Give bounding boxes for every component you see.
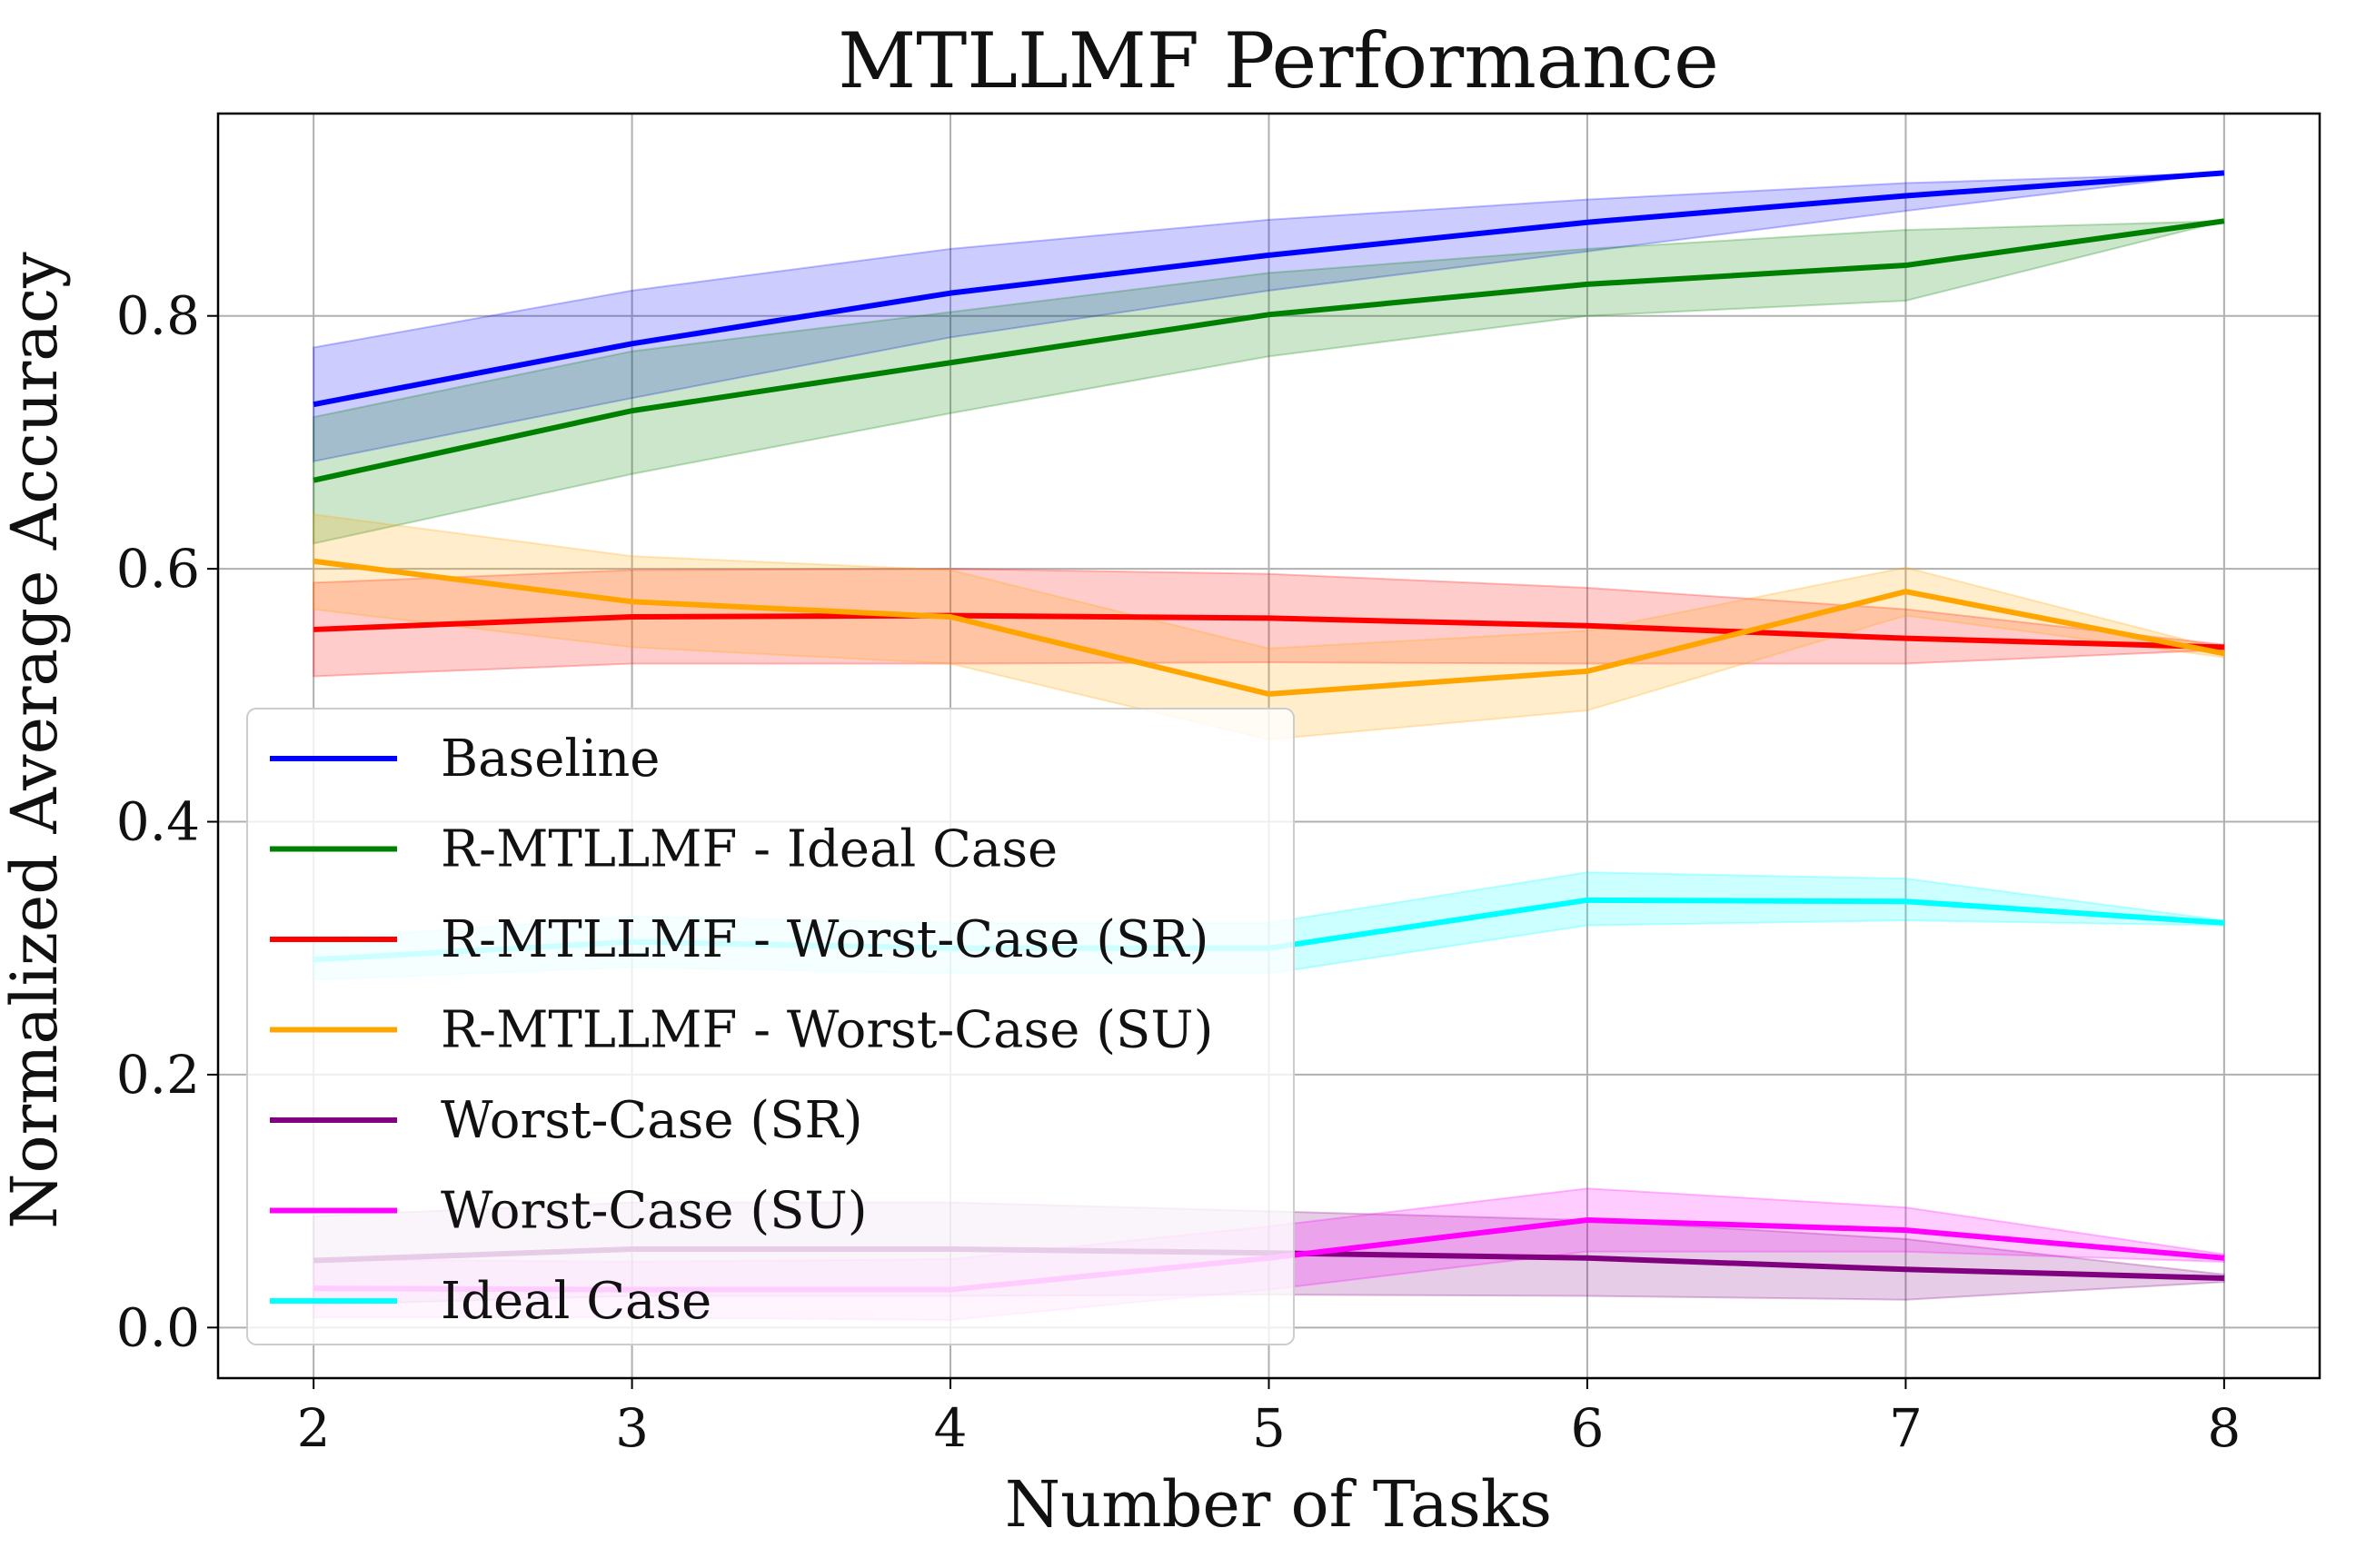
- x-tick-label: 8: [2207, 1397, 2241, 1459]
- y-tick-label: 0.2: [116, 1044, 200, 1106]
- band-baseline: [313, 172, 2224, 463]
- y-tick-label: 0.4: [116, 791, 200, 853]
- line-r-mtllmf-worst-case-su: [313, 558, 2225, 697]
- legend-label-r-mtllmf-ideal-case: R-MTLLMF - Ideal Case: [441, 820, 1058, 879]
- line-baseline: [313, 170, 2225, 408]
- legend-label-worst-case-su: Worst-Case (SU): [441, 1182, 868, 1241]
- y-tick-label: 0.6: [116, 538, 200, 600]
- chart-title: MTLLMF Performance: [838, 16, 1719, 105]
- legend-label-baseline: Baseline: [441, 729, 660, 789]
- legend-label-r-mtllmf-worst-case-sr: R-MTLLMF - Worst-Case (SR): [441, 910, 1208, 969]
- line-r-mtllmf-ideal-case: [313, 218, 2225, 483]
- x-tick-label: 6: [1571, 1397, 1605, 1459]
- line-r-mtllmf-worst-case-sr: [313, 612, 2224, 650]
- y-tick-label: 0.8: [116, 285, 200, 347]
- legend: Baseline R-MTLLMF - Ideal Case R-MTLLMF - …: [246, 708, 1295, 1345]
- band-r-mtllmf-worst-case-sr: [313, 568, 2225, 678]
- axes: 2 3 4 5 6 7 8 0.0 0.2 0.4 0.6 0.8: [116, 112, 2321, 1459]
- band-r-mtllmf-worst-case-su: [313, 513, 2225, 741]
- x-tick-label: 4: [934, 1397, 968, 1459]
- x-tick-label: 3: [615, 1397, 649, 1459]
- legend-label-ideal-case: Ideal Case: [441, 1272, 711, 1331]
- y-axis-label: Normalized Average Accuracy: [0, 252, 72, 1229]
- legend-box: [246, 708, 1295, 1345]
- plot-frame: [216, 112, 2321, 1380]
- band-r-mtllmf-ideal-case: [313, 220, 2225, 545]
- x-axis-label: Number of Tasks: [1005, 1467, 1552, 1542]
- legend-label-r-mtllmf-worst-case-su: R-MTLLMF - Worst-Case (SU): [441, 1001, 1213, 1060]
- x-tick-label: 5: [1252, 1397, 1286, 1459]
- x-tick-label: 7: [1889, 1397, 1923, 1459]
- y-tick-label: 0.0: [116, 1296, 200, 1358]
- legend-label-worst-case-sr: Worst-Case (SR): [441, 1091, 863, 1150]
- x-tick-label: 2: [297, 1397, 331, 1459]
